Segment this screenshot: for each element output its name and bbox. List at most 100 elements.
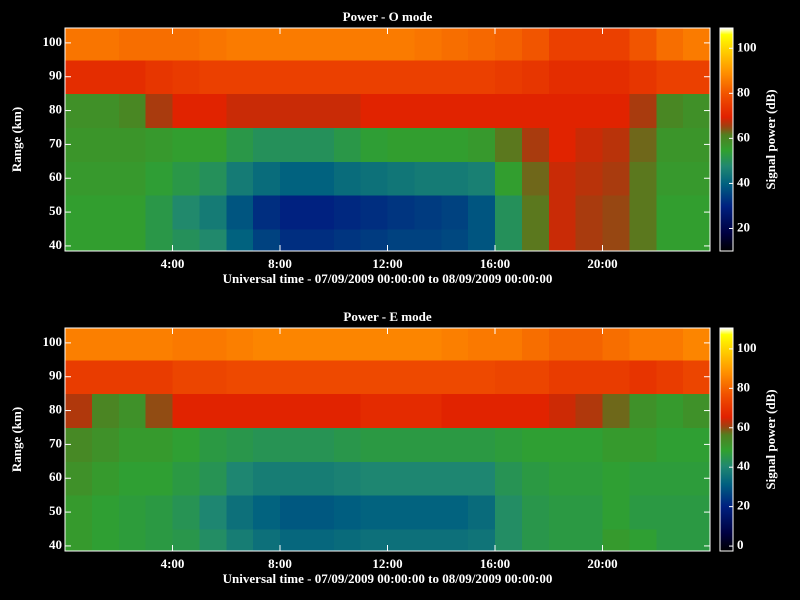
colorbar-stripe [720, 502, 733, 504]
colorbar-stripe [720, 85, 733, 87]
colorbar-stripe [720, 549, 733, 551]
heatmap-cell [629, 328, 657, 361]
colorbar-stripe [720, 450, 733, 452]
heatmap-cell [548, 229, 577, 251]
heatmap-cell [118, 161, 147, 196]
colorbar-stripe [720, 486, 733, 488]
heatmap-cell [253, 59, 281, 95]
heatmap-cell [441, 161, 469, 196]
heatmap-cell [145, 195, 173, 230]
colorbar-stripe [720, 374, 733, 376]
colorbar-stripe [720, 471, 733, 473]
colorbar-stripe [720, 362, 733, 364]
heatmap-cell [306, 495, 335, 530]
colorbar-stripe [720, 242, 733, 244]
colorbar-stripe [720, 203, 733, 205]
colorbar-stripe [720, 237, 733, 239]
heatmap-cell [414, 529, 442, 551]
heatmap-cell [602, 328, 630, 361]
colorbar-stripe [720, 216, 733, 218]
heatmap-cell [333, 529, 362, 551]
colorbar-stripe [720, 113, 733, 115]
colorbar-stripe [720, 378, 733, 380]
colorbar-stripe [720, 123, 733, 125]
heatmap-cell [306, 127, 335, 162]
heatmap-cell [602, 229, 630, 251]
heatmap-cell [656, 161, 684, 196]
colorbar-stripe [720, 103, 733, 105]
heatmap-cell [253, 393, 281, 428]
chart-title: Power - E mode [343, 309, 431, 324]
colorbar-tick-label: 80 [737, 84, 750, 99]
heatmap-cell [387, 393, 415, 428]
heatmap-cell [387, 195, 415, 230]
colorbar-stripe [720, 457, 733, 459]
heatmap-cell [280, 427, 308, 462]
colorbar-stripe [720, 199, 733, 201]
heatmap-cell [468, 328, 496, 361]
heatmap-cell [199, 161, 227, 196]
heatmap-cell [199, 359, 227, 395]
colorbar-stripe [720, 140, 733, 142]
colorbar-stripe [720, 427, 733, 429]
colorbar-stripe [720, 497, 733, 499]
colorbar-stripe [720, 117, 733, 119]
y-tick-label: 80 [49, 102, 62, 117]
colorbar-stripe [720, 232, 733, 234]
x-tick-label: 8:00 [268, 256, 292, 271]
colorbar-stripe [720, 220, 733, 222]
heatmap-cell [629, 59, 657, 95]
x-axis-label: Universal time - 07/09/2009 00:00:00 to … [223, 271, 553, 286]
colorbar-stripe [720, 410, 733, 412]
colorbar-frame [719, 27, 734, 252]
heatmap-cell [172, 28, 200, 61]
colorbar-stripe [720, 437, 733, 439]
heatmap-cell [306, 529, 335, 551]
colorbar-stripe [720, 442, 733, 444]
heatmap-cell [145, 127, 173, 162]
colorbar-stripe [720, 89, 733, 91]
heatmap-cell [226, 495, 254, 530]
colorbar-stripe [720, 358, 733, 360]
heatmap-cell [602, 195, 630, 230]
colorbar-stripe [720, 498, 733, 500]
colorbar-stripe [720, 531, 733, 533]
colorbar-stripe [720, 475, 733, 477]
colorbar-stripe [720, 195, 733, 197]
colorbar-stripe [720, 56, 733, 58]
heatmap-cell [521, 195, 550, 230]
heatmap-cell [575, 93, 603, 128]
colorbar-stripe [720, 36, 733, 38]
heatmap-cell [468, 529, 496, 551]
colorbar-stripe [720, 72, 733, 74]
colorbar-stripe [720, 370, 733, 372]
colorbar-stripe [720, 66, 733, 68]
colorbar-stripe [720, 202, 733, 204]
colorbar-stripe [720, 390, 733, 392]
y-tick-label: 100 [43, 34, 63, 49]
heatmap-cell [280, 461, 308, 496]
colorbar-stripe [720, 225, 733, 227]
heatmap-cell [172, 195, 200, 230]
heatmap-cell [548, 461, 577, 496]
colorbar-stripe [720, 542, 733, 544]
colorbar-stripe [720, 246, 733, 248]
heatmap-cell [495, 529, 523, 551]
heatmap-cell [441, 393, 469, 428]
heatmap-cell [172, 393, 200, 428]
heatmap-cell [226, 393, 254, 428]
heatmap-cell [548, 529, 577, 551]
heatmap-cell [656, 359, 684, 395]
heatmap-cell [629, 28, 657, 61]
colorbar-stripe [720, 440, 733, 442]
colorbar-stripe [720, 41, 733, 43]
heatmap-cell [145, 529, 173, 551]
heatmap-cell [65, 328, 93, 361]
colorbar-tick-label: 80 [737, 379, 750, 394]
colorbar-stripe [720, 147, 733, 149]
heatmap-cell [360, 529, 388, 551]
heatmap-cell [199, 127, 227, 162]
colorbar-stripe [720, 82, 733, 84]
colorbar-stripe [720, 438, 733, 440]
colorbar-stripe [720, 156, 733, 158]
